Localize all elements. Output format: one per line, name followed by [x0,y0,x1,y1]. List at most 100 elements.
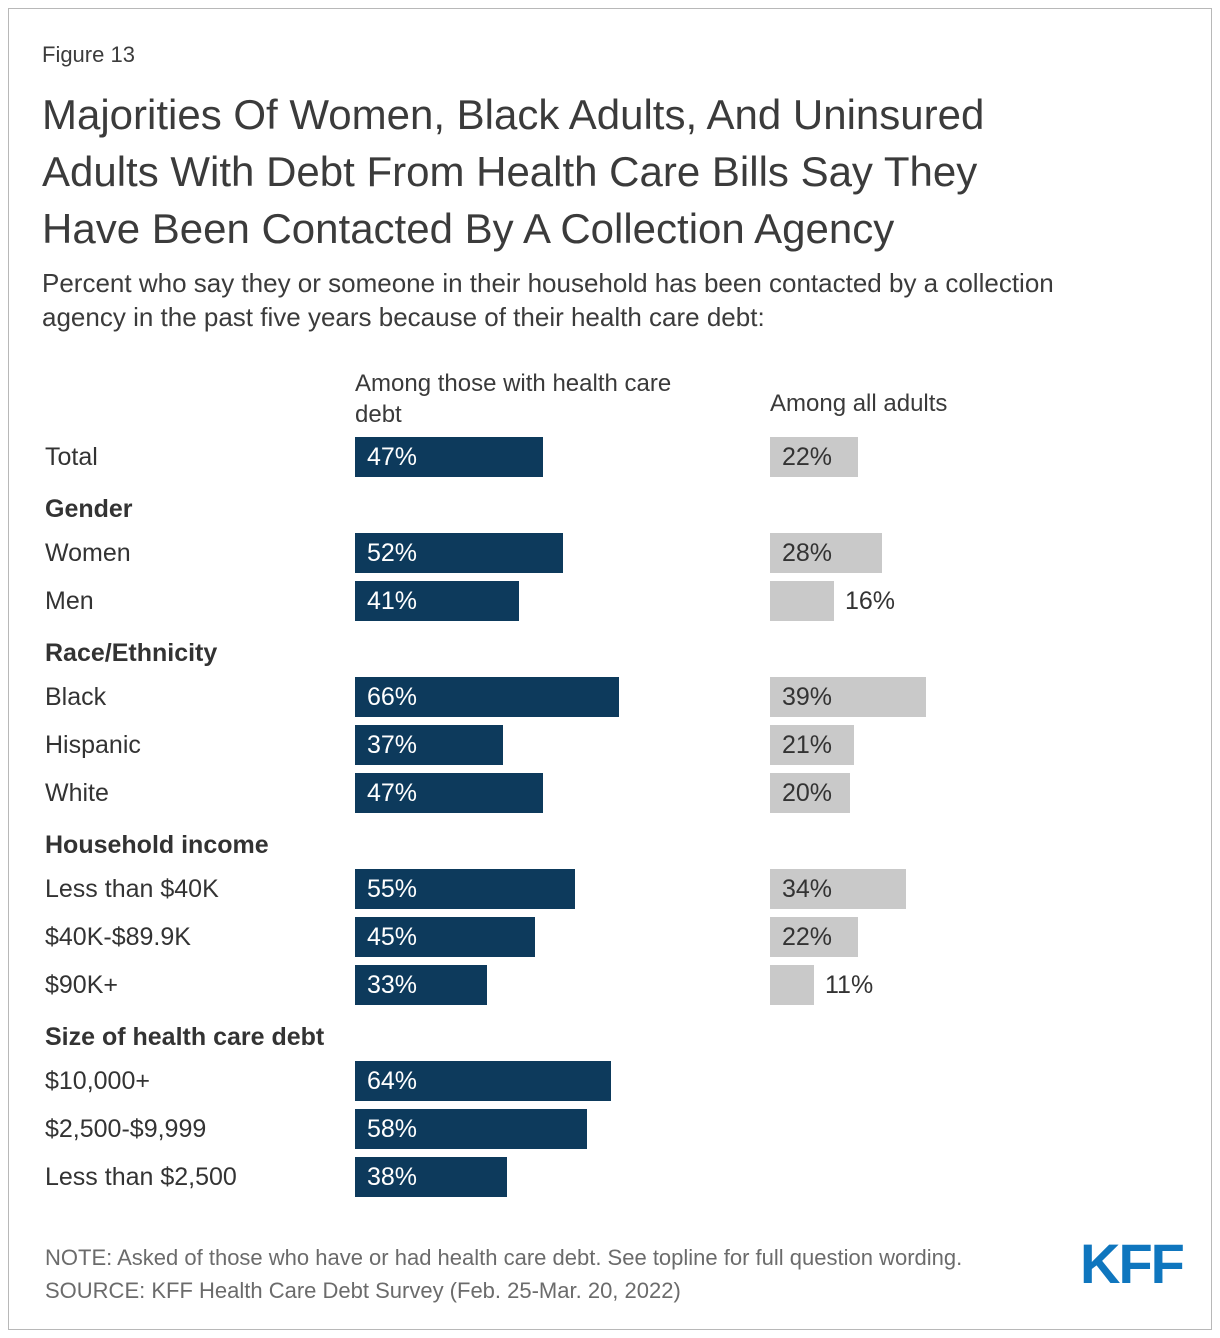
all-adults-bar-value: 16% [845,587,896,615]
row-label: Black [45,683,107,711]
debt-bar: 66% [355,677,619,717]
debt-bar-value: 55% [367,875,418,903]
row-black: Black 66% 39% [0,677,1220,725]
row-label: Less than $40K [45,875,219,903]
row-40k-89k: $40K-$89.9K 45% 22% [0,917,1220,965]
debt-bar-cell: 41% [355,581,519,621]
debt-bar-value: 52% [367,539,418,567]
debt-bar-value: 37% [367,731,418,759]
debt-bar-cell: 37% [355,725,503,765]
kff-logo: KFF [1080,1232,1185,1295]
debt-bar: 45% [355,917,535,957]
debt-bar-value: 38% [367,1163,418,1191]
all-adults-bar-value: 39% [782,683,833,711]
footnote: NOTE: Asked of those who have or had hea… [45,1241,962,1307]
row-90k-plus: $90K+ 33% 11% [0,965,1220,1013]
debt-bar-cell: 38% [355,1157,507,1197]
chart-title: Majorities Of Women, Black Adults, And U… [42,86,984,257]
debt-bar-cell: 66% [355,677,619,717]
row-label: White [45,779,109,807]
debt-bar: 47% [355,437,543,477]
row-label: $10,000+ [45,1067,150,1095]
debt-bar-cell: 58% [355,1109,587,1149]
all-adults-bar: 20% [770,773,850,813]
debt-bar-value: 41% [367,587,418,615]
row-label: Total [45,443,98,471]
row-hispanic: Hispanic 37% 21% [0,725,1220,773]
group-header-label: Household income [45,831,269,859]
all-adults-bar-cell: 22% [770,917,858,957]
group-header-label: Size of health care debt [45,1023,325,1051]
row-total: Total 47% 22% [0,437,1220,485]
debt-bar: 41% [355,581,519,621]
debt-bar-cell: 55% [355,869,575,909]
source-text: SOURCE: KFF Health Care Debt Survey (Feb… [45,1278,681,1303]
all-adults-bar: 28% [770,533,882,573]
all-adults-bar: 22% [770,437,858,477]
debt-bar-cell: 47% [355,773,543,813]
row-label: Men [45,587,94,615]
all-adults-bar-cell: 28% [770,533,882,573]
column-header-debt: Among those with health care debt [355,370,672,428]
row-label: Hispanic [45,731,141,759]
debt-bar-value: 58% [367,1115,418,1143]
debt-bar: 37% [355,725,503,765]
debt-bar: 47% [355,773,543,813]
all-adults-bar-value: 21% [782,731,833,759]
debt-bar: 64% [355,1061,611,1101]
all-adults-bar-cell: 21% [770,725,854,765]
group-header-gender: Gender [0,485,1220,533]
all-adults-bar-value: 34% [782,875,833,903]
row-women: Women 52% 28% [0,533,1220,581]
debt-bar: 38% [355,1157,507,1197]
debt-bar-value: 64% [367,1067,418,1095]
all-adults-bar-cell: 16% [770,581,895,621]
bar-chart: Total 47% 22% Gender Women 52% 28% [0,437,1220,1205]
column-header-all-adults: Among all adults [770,390,948,417]
all-adults-bar: 21% [770,725,854,765]
debt-bar-cell: 33% [355,965,487,1005]
group-header-label: Race/Ethnicity [45,639,218,667]
debt-bar-cell: 45% [355,917,535,957]
group-header-label: Gender [45,495,133,523]
all-adults-bar-value: 22% [782,923,833,951]
debt-bar-cell: 52% [355,533,563,573]
all-adults-bar-value: 22% [782,443,833,471]
debt-bar-value: 47% [367,443,418,471]
chart-subtitle-line-2: agency in the past five years because of… [42,302,765,332]
debt-bar: 52% [355,533,563,573]
chart-subtitle: Percent who say they or someone in their… [42,266,1054,334]
all-adults-bar-cell: 11% [770,965,873,1005]
debt-bar-value: 66% [367,683,418,711]
debt-bar-value: 33% [367,971,418,999]
debt-bar: 33% [355,965,487,1005]
row-2500-9999: $2,500-$9,999 58% [0,1109,1220,1157]
debt-bar-value: 47% [367,779,418,807]
figure-border [8,8,1212,1330]
all-adults-bar-cell: 22% [770,437,858,477]
debt-bar: 58% [355,1109,587,1149]
all-adults-bar-cell: 39% [770,677,926,717]
all-adults-bar [770,965,814,1005]
group-header-debt-size: Size of health care debt [0,1013,1220,1061]
group-header-race-ethnicity: Race/Ethnicity [0,629,1220,677]
row-label: $90K+ [45,971,118,999]
chart-title-line-3: Have Been Contacted By A Collection Agen… [42,205,895,252]
chart-subtitle-line-1: Percent who say they or someone in their… [42,268,1054,298]
all-adults-bar-value: 28% [782,539,833,567]
debt-bar-cell: 64% [355,1061,611,1101]
all-adults-bar: 39% [770,677,926,717]
row-less-than-40k: Less than $40K 55% 34% [0,869,1220,917]
row-label: $2,500-$9,999 [45,1115,207,1143]
debt-bar-cell: 47% [355,437,543,477]
all-adults-bar-value: 11% [825,971,874,999]
all-adults-bar-cell: 20% [770,773,850,813]
debt-bar: 55% [355,869,575,909]
row-label: Less than $2,500 [45,1163,237,1191]
debt-bar-value: 45% [367,923,418,951]
row-less-than-2500: Less than $2,500 38% [0,1157,1220,1205]
figure-number: Figure 13 [42,42,135,67]
all-adults-bar: 22% [770,917,858,957]
row-10000-plus: $10,000+ 64% [0,1061,1220,1109]
row-label: Women [45,539,131,567]
